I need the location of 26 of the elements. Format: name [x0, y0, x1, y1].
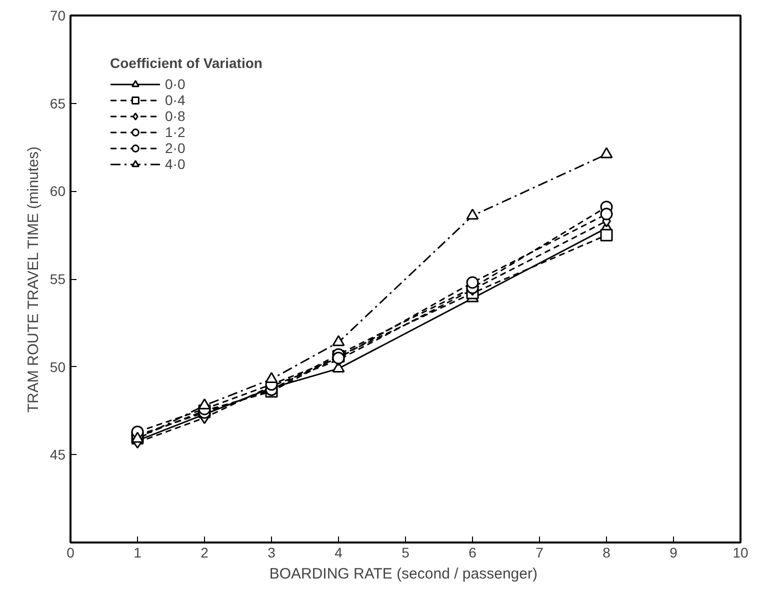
y-tick-label: 60	[50, 183, 66, 200]
y-tick-label: 50	[50, 358, 66, 375]
legend-label: 0·4	[165, 92, 186, 108]
x-tick-label: 1	[134, 544, 142, 560]
x-tick-label: 5	[402, 544, 410, 560]
legend-label: 2·0	[165, 140, 186, 156]
y-tick-label: 65	[50, 95, 66, 112]
legend-title: Coefficient of Variation	[110, 55, 262, 71]
x-axis-title: BOARDING RATE (second / passenger)	[269, 566, 538, 582]
legend-label: 0·8	[165, 108, 186, 124]
x-tick-label: 2	[200, 544, 209, 560]
y-tick-label: 70	[50, 8, 66, 24]
x-tick-label: 10	[732, 544, 748, 560]
legend-label: 1·2	[165, 124, 186, 140]
x-tick-label: 0	[66, 544, 75, 560]
legend-label: 0·0	[165, 76, 186, 92]
x-tick-label: 6	[468, 544, 477, 560]
x-tick-label: 7	[536, 544, 544, 560]
y-tick-label: 55	[50, 271, 66, 287]
y-axis-title: TRAM ROUTE TRAVEL TIME (minutes)	[24, 146, 42, 413]
legend-label: 4·0	[165, 156, 186, 172]
x-tick-label: 8	[602, 544, 611, 560]
x-tick-label: 3	[268, 544, 276, 560]
y-tick-label: 45	[50, 446, 66, 463]
x-tick-label: 4	[334, 544, 343, 560]
x-tick-label: 9	[670, 544, 678, 560]
